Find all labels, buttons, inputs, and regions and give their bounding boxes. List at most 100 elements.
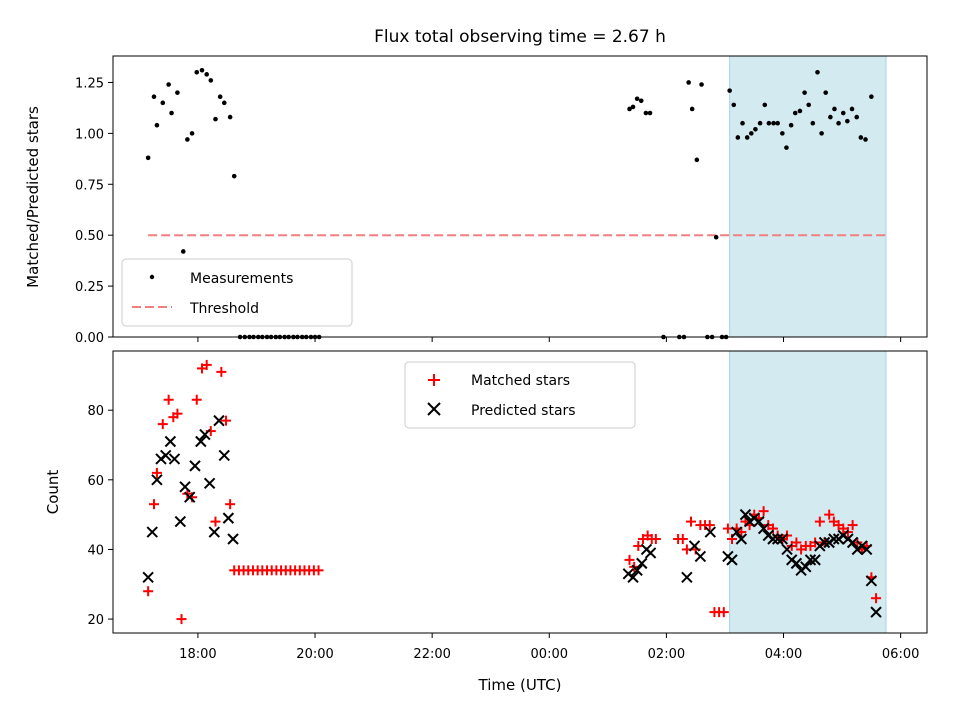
measurement-point xyxy=(686,80,691,85)
y-tick-label: 60 xyxy=(87,474,104,489)
measurement-point xyxy=(199,67,205,73)
measurement-point xyxy=(840,110,846,116)
predicted-star-point xyxy=(726,554,738,566)
predicted-star-point xyxy=(227,533,239,545)
legend-matched-marker xyxy=(428,374,440,386)
predicted-star-point xyxy=(142,571,154,584)
measurement-point xyxy=(815,69,820,75)
predicted-star-point xyxy=(776,533,789,545)
measurement-point xyxy=(757,120,763,126)
matched-star-point xyxy=(871,593,882,604)
measurement-point xyxy=(780,131,785,136)
predicted-star-point xyxy=(174,515,187,528)
predicted-star-point xyxy=(146,526,158,538)
legend-measurements-label: Measurements xyxy=(190,271,293,287)
measurement-point xyxy=(784,145,789,150)
predicted-star-point xyxy=(199,428,211,441)
y-tick-label: 1.00 xyxy=(75,127,104,142)
matched-star-point xyxy=(718,607,729,618)
matched-star-point xyxy=(172,408,183,419)
predicted-star-point xyxy=(790,557,803,570)
measurement-point xyxy=(627,106,632,112)
x-tick-label: 18:00 xyxy=(179,647,216,662)
measurement-point xyxy=(788,122,794,128)
measurement-point xyxy=(810,120,816,126)
measurement-point xyxy=(630,104,636,110)
predicted-star-point xyxy=(767,533,779,545)
predicted-star-point xyxy=(168,453,181,465)
measurement-point xyxy=(832,106,837,112)
x-axis-label: Time (UTC) xyxy=(478,676,562,694)
matched-star-point xyxy=(157,419,168,430)
measurement-point xyxy=(160,100,166,106)
measurement-point xyxy=(145,155,151,161)
measurement-point xyxy=(727,88,732,93)
measurement-point xyxy=(845,118,850,124)
ratio-panel-frame xyxy=(112,55,928,338)
predicted-star-point xyxy=(159,449,172,462)
ratio-y-axis-label: Matched/Predicted stars xyxy=(24,106,42,288)
measurement-point xyxy=(699,82,704,87)
predicted-star-point xyxy=(164,435,177,448)
ratio-legend: Measurements Threshold xyxy=(121,258,353,327)
matched-star-point xyxy=(216,366,227,377)
count-panel-shaded-span xyxy=(729,350,887,634)
predicted-star-point xyxy=(213,414,225,427)
measurement-point xyxy=(735,135,741,140)
measurement-point xyxy=(638,98,644,104)
legend-measurements-marker xyxy=(149,274,155,280)
matched-star-point xyxy=(650,534,661,544)
ratio-panel: 0.00 0.25 0.50 0.75 1.00 1.25 Flux total obse… xyxy=(24,27,928,346)
predicted-star-point xyxy=(184,491,196,503)
measurement-point xyxy=(166,82,171,87)
measurement-point xyxy=(647,110,653,116)
matched-star-point xyxy=(148,499,159,510)
predicted-star-point xyxy=(688,540,701,552)
predicted-star-point xyxy=(636,557,648,570)
predicted-star-point xyxy=(818,536,831,549)
predicted-star-point xyxy=(704,526,717,538)
y-tick-label: 1.25 xyxy=(75,76,104,91)
matched-star-point xyxy=(210,516,221,527)
measurement-point xyxy=(744,135,750,140)
predicted-star-point xyxy=(828,533,840,545)
predicted-star-point xyxy=(735,533,748,545)
measurement-point xyxy=(797,108,803,114)
matched-star-point xyxy=(624,554,635,565)
measurement-point xyxy=(771,120,776,126)
matched-star-point xyxy=(225,499,236,510)
measurement-point xyxy=(643,110,649,116)
matched-star-point xyxy=(824,509,835,520)
measurement-point xyxy=(169,110,174,116)
predicted-star-point xyxy=(681,571,693,584)
predicted-star-point xyxy=(218,449,230,462)
matched-star-point xyxy=(143,586,154,597)
measurement-point xyxy=(792,110,798,116)
measurement-point xyxy=(731,102,737,108)
measurement-point xyxy=(753,127,758,132)
measurement-point xyxy=(175,90,180,95)
count-panel: 20 40 60 80 18:00 20:00 22:00 00:00 02:00 04:00 06… xyxy=(44,350,928,694)
measurement-point xyxy=(766,120,772,126)
predicted-star-point xyxy=(151,474,163,486)
y-tick-label: 80 xyxy=(87,404,104,419)
predicted-star-point xyxy=(739,508,752,521)
measurement-point xyxy=(227,114,233,120)
measurement-point xyxy=(189,131,195,136)
x-tick-label: 06:00 xyxy=(882,647,919,662)
measurement-point xyxy=(151,94,157,100)
predicted-star-point xyxy=(804,554,817,566)
matched-star-point xyxy=(151,467,162,478)
measurement-point xyxy=(634,96,640,102)
matched-star-point xyxy=(847,520,858,531)
matched-star-point xyxy=(791,537,802,548)
predicted-star-point xyxy=(865,575,878,587)
y-tick-label: 20 xyxy=(87,613,104,628)
measurement-point xyxy=(213,116,218,122)
matched-star-point xyxy=(704,520,715,531)
legend-predicted-label: Predicted stars xyxy=(471,403,576,419)
matched-star-point xyxy=(677,534,688,544)
ratio-panel-shaded-span xyxy=(729,55,887,338)
predicted-star-point xyxy=(781,543,793,556)
predicted-star-point xyxy=(800,561,812,573)
